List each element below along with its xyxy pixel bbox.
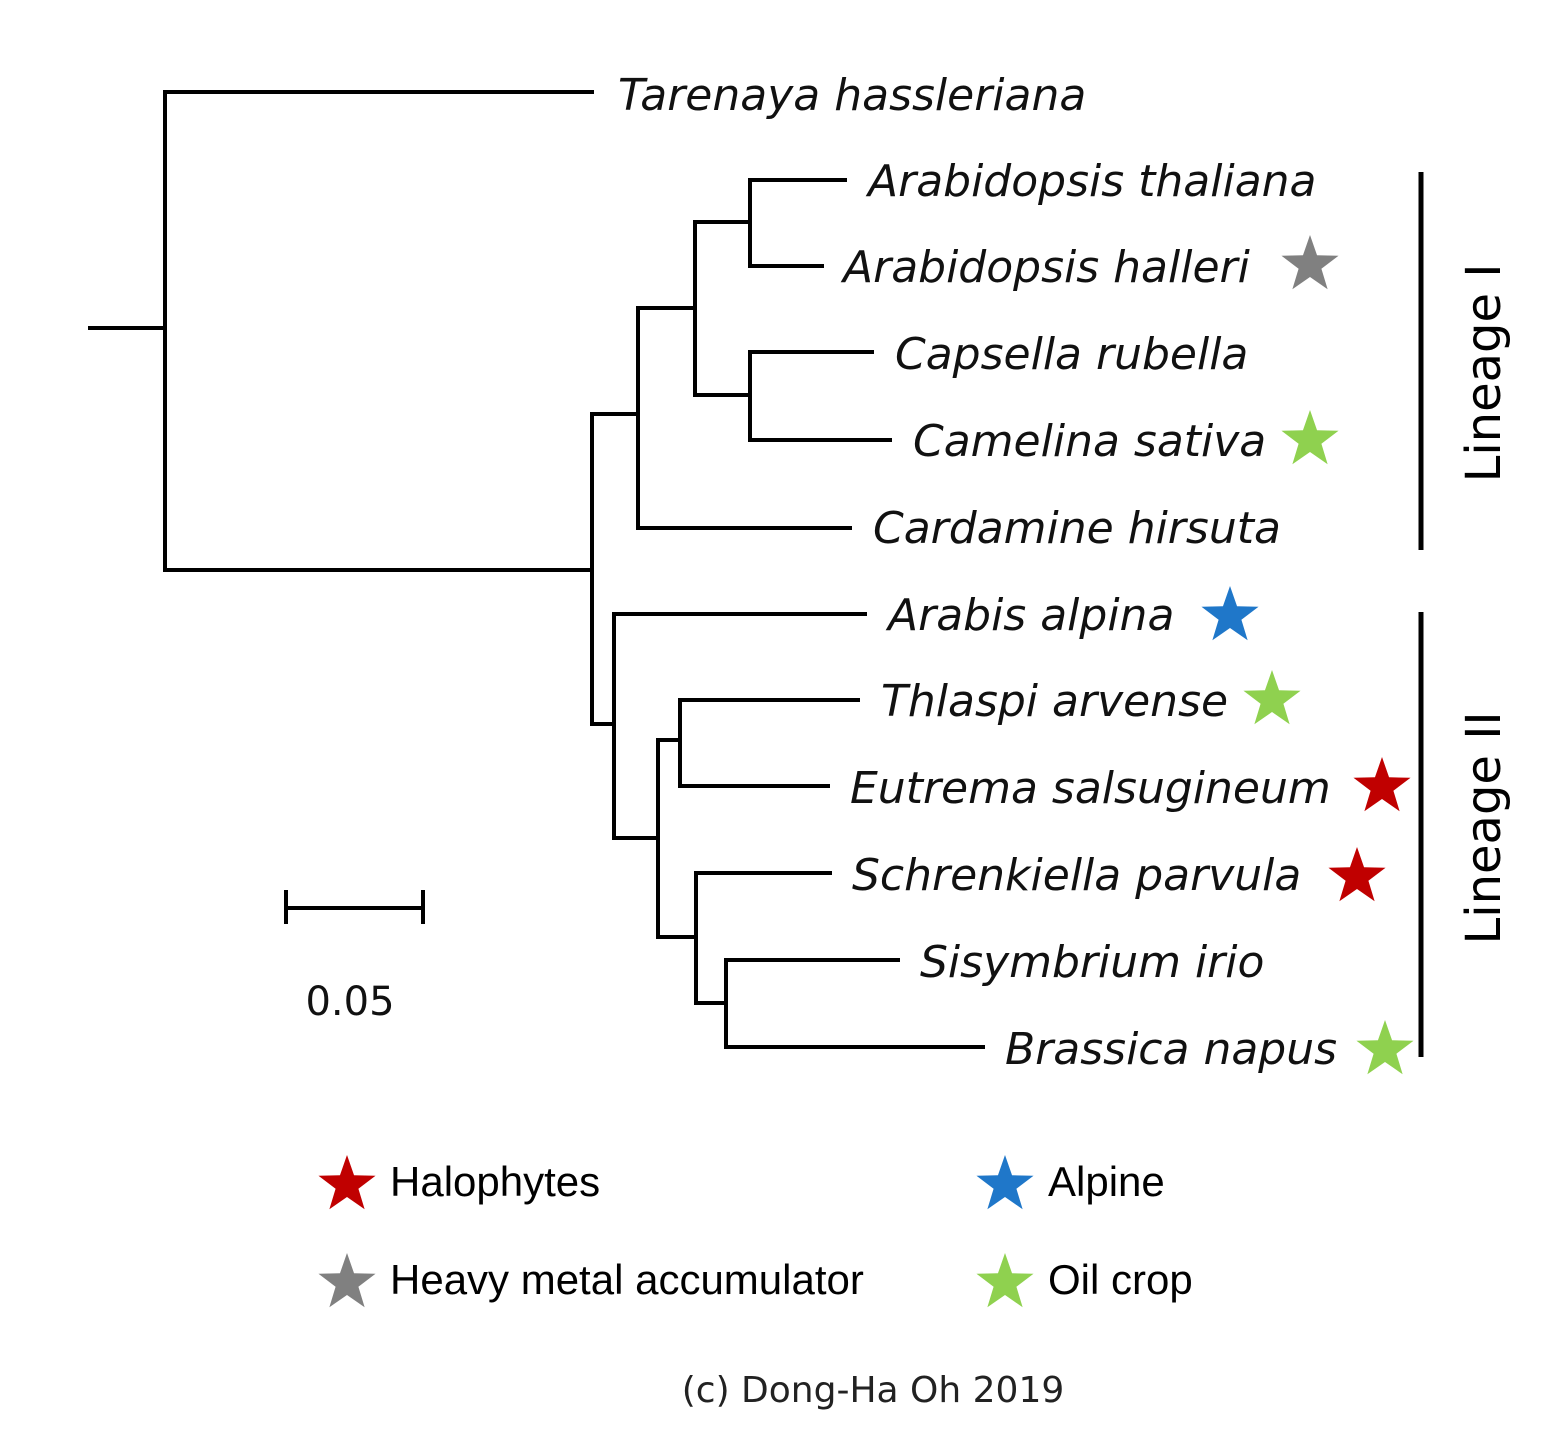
oil-crop-star-icon <box>1356 1020 1414 1075</box>
scale-bar-label: 0.05 <box>305 979 394 1025</box>
taxon-label: Cardamine hirsuta <box>873 503 1281 554</box>
taxon-label: Tarenaya hassleriana <box>618 70 1086 121</box>
heavy-metal-star-icon <box>318 1253 376 1308</box>
taxon-labels: Tarenaya hassleriana Arabidopsis thalian… <box>618 70 1337 1075</box>
halophyte-star-icon <box>1353 757 1411 812</box>
copyright-credit: (c) Dong-Ha Oh 2019 <box>682 1370 1065 1411</box>
legend-label-oil-crop: Oil crop <box>1048 1256 1193 1303</box>
legend-label-halophytes: Halophytes <box>390 1158 600 1205</box>
taxon-label: Arabis alpina <box>885 590 1174 641</box>
legend-label-heavy-metal: Heavy metal accumulator <box>390 1256 864 1303</box>
lineage-2-label: Lineage II <box>1456 711 1512 944</box>
taxon-label: Arabidopsis halleri <box>840 242 1251 293</box>
taxon-label: Eutrema salsugineum <box>850 763 1331 814</box>
heavy-metal-star-icon <box>1281 235 1339 290</box>
taxon-label: Capsella rubella <box>895 329 1248 380</box>
scale-bar-line <box>284 890 425 924</box>
oil-crop-star-icon <box>1243 670 1301 725</box>
scale-bar: 0.05 <box>284 890 425 1025</box>
legend-label-alpine: Alpine <box>1048 1158 1165 1205</box>
oil-crop-star-icon <box>1281 410 1339 465</box>
lineage-annotations: Lineage I Lineage II <box>1418 172 1512 1057</box>
alpine-star-icon <box>976 1155 1034 1210</box>
taxon-label: Thlaspi arvense <box>881 676 1228 727</box>
taxon-label: Sisymbrium irio <box>920 937 1264 988</box>
halophyte-star-icon <box>318 1155 376 1210</box>
tree-branches <box>88 90 985 1049</box>
taxon-label: Camelina sativa <box>913 416 1266 467</box>
taxon-label: Brassica napus <box>1005 1024 1337 1075</box>
taxon-label: Arabidopsis thaliana <box>865 156 1317 207</box>
alpine-star-icon <box>1201 586 1259 641</box>
halophyte-star-icon <box>1328 847 1386 902</box>
taxon-label: Schrenkiella parvula <box>852 850 1301 901</box>
legend: Halophytes Alpine Heavy metal accumulato… <box>318 1155 1193 1308</box>
lineage-1-label: Lineage I <box>1456 264 1512 483</box>
oil-crop-star-icon <box>976 1253 1034 1308</box>
